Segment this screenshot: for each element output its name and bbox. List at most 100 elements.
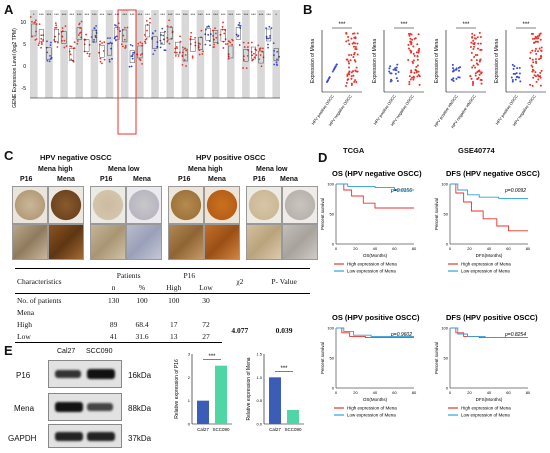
panel-b-point: [417, 50, 420, 53]
panel-a-point: [123, 26, 126, 29]
km-ytick: 50: [330, 356, 335, 361]
band: [55, 432, 83, 441]
panel-a-point: [243, 46, 246, 48]
panel-b-point: [418, 47, 421, 50]
panel-a-point: [258, 58, 261, 61]
panel-a-point: [221, 26, 224, 28]
km-xtick: 60: [506, 390, 511, 395]
panel-a-box: [243, 49, 249, 62]
panel-a-point: [189, 35, 192, 38]
panel-a-point: [179, 35, 181, 38]
panel-b-point: [354, 36, 357, 39]
panel-b-point: [327, 77, 330, 80]
panel-b-point: [475, 59, 478, 62]
panel-a-point: [70, 45, 73, 48]
panel-a-point: [161, 27, 164, 30]
panel-b-point: [408, 75, 411, 78]
panel-a-point: [99, 57, 102, 60]
panel-b-point: [455, 68, 458, 71]
panel-b-point: [514, 72, 517, 75]
panel-a-point: [223, 32, 226, 35]
panel-label-e: E: [4, 343, 13, 358]
panel-a-point: [78, 32, 81, 35]
panel-b-point: [345, 81, 348, 84]
panel-a-point: [106, 37, 109, 40]
panel-a-point: [109, 37, 111, 40]
panel-a-point: [122, 45, 124, 48]
panel-b-point: [452, 67, 455, 70]
panel-a-point: [54, 41, 56, 43]
panel-b-point: [409, 49, 412, 52]
panel-a-box: [175, 41, 181, 55]
panel-a-point: [56, 41, 59, 44]
bar-scc090: [287, 410, 299, 424]
panel-b-point: [516, 67, 519, 70]
panel-b-point: [538, 47, 541, 50]
panel-a-box: [54, 28, 59, 42]
panel-a-point: [168, 42, 171, 45]
panel-a-box: [69, 48, 75, 61]
panel-a-point: [166, 37, 169, 39]
panel-b-point: [472, 80, 475, 83]
panel-b-point: [355, 81, 358, 84]
panel-b-point: [452, 77, 455, 80]
panel-a-sig: ***: [175, 12, 180, 17]
panel-b-point: [345, 40, 348, 43]
panel-b-sig: ***: [338, 22, 346, 28]
panel-a-point: [151, 32, 154, 34]
panel-a-point: [214, 27, 216, 30]
panel-b-point: [534, 71, 537, 74]
panel-c-col-label: P16: [253, 176, 266, 183]
km-ytick: 0: [446, 386, 449, 391]
panel-a-point: [40, 41, 43, 44]
panel-b-point: [348, 66, 351, 69]
table-cell: 27: [190, 330, 222, 343]
panel-a-point: [231, 38, 234, 41]
panel-b-point: [514, 78, 517, 81]
panel-b-point: [532, 32, 535, 35]
ihc-zoom-image: [204, 224, 240, 260]
panel-a-point: [238, 44, 241, 46]
panel-b-point: [411, 61, 414, 64]
panel-c-col-label: Mena: [208, 176, 226, 183]
band: [55, 370, 81, 378]
panel-b-point: [356, 32, 359, 35]
km-xtick: 20: [353, 246, 358, 251]
panel-b-point: [538, 34, 541, 37]
panel-a-box: [167, 26, 173, 40]
panel-b-point: [511, 80, 514, 83]
table-cell: 13: [157, 330, 191, 343]
panel-b-point: [392, 68, 395, 71]
km-xtick: 20: [467, 246, 472, 251]
panel-b-point: [394, 67, 397, 70]
bar-cal27: [269, 377, 281, 424]
panel-a-sig: ***: [62, 12, 67, 17]
panel-a-point: [181, 64, 184, 66]
panel-a-point: [222, 47, 225, 49]
panel-a-sig: ***: [54, 12, 59, 17]
km-xlabel: DFS(Months): [476, 253, 503, 258]
panel-b-point: [410, 69, 413, 72]
panel-b-point: [473, 41, 476, 44]
panel-a-box: [144, 24, 150, 38]
panel-a-sig: ***: [145, 12, 150, 17]
band-name: P16: [16, 371, 31, 380]
km-xtick: 60: [506, 246, 511, 251]
panel-b-point: [537, 78, 540, 81]
km-curve-high: [450, 327, 528, 339]
km-pvalue: p=0.8254: [504, 332, 526, 338]
panel-a-point: [108, 60, 111, 63]
panel-a-sig: ***: [206, 12, 211, 17]
panel-a-tick: -5: [22, 86, 27, 92]
km-ytick: 50: [330, 212, 335, 217]
panel-b-point: [471, 66, 474, 69]
panel-a-sig: ***: [39, 12, 44, 17]
panel-a-point: [258, 49, 261, 51]
km-xtick: 60: [392, 246, 397, 251]
table-cell: High: [17, 319, 32, 329]
panel-a-point: [99, 40, 102, 43]
panel-b-point: [350, 54, 353, 57]
panel-a-point: [262, 47, 264, 50]
panel-b-point: [356, 53, 359, 56]
panel-a-box: [61, 31, 67, 44]
